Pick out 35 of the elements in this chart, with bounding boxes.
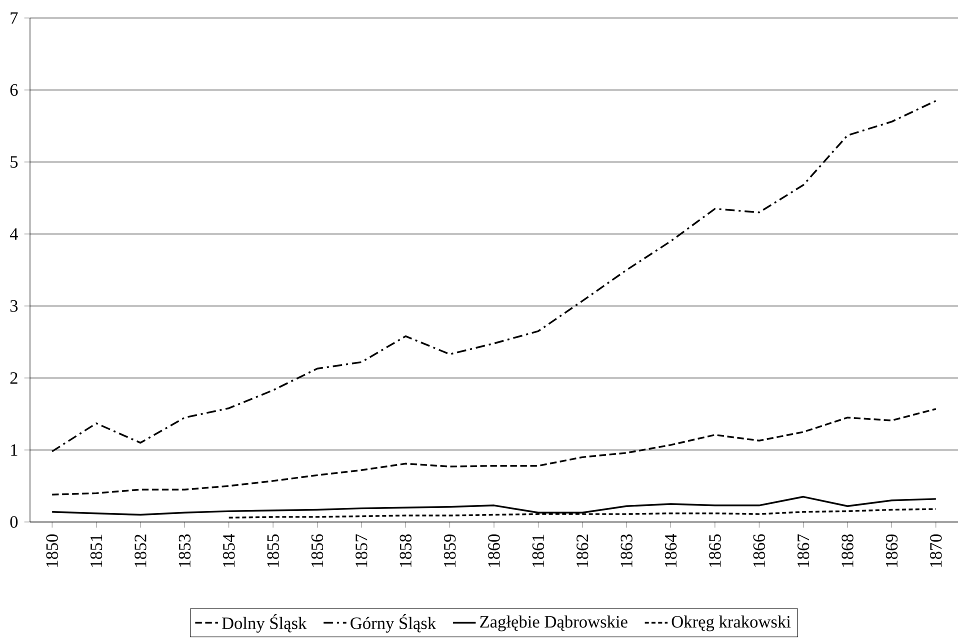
y-tick-label: 1 [11,444,18,456]
y-tick-label: 6 [10,84,18,96]
x-tick-label: 1861 [532,534,544,567]
x-tick-label: 1870 [930,534,942,567]
x-tick-label: 1863 [620,534,632,567]
x-tick-label: 1852 [134,534,146,567]
x-tick-label: 1851 [90,534,102,567]
legend-label: Zagłębie Dąbrowskie [480,615,628,632]
line-series [51,100,937,452]
x-tick-label: 1860 [488,534,500,567]
x-tick-label: 1865 [709,534,721,567]
x-tick-label: 1859 [444,534,456,567]
legend-label: Dolny Śląsk [222,614,307,633]
legend-label: Górny Śląsk [350,614,436,633]
y-tick-label: 7 [10,12,18,24]
y-tick-label: 5 [10,156,18,168]
x-tick-label: 1850 [46,534,58,567]
y-tick-label: 4 [10,228,18,240]
y-tick-label: 3 [10,300,18,312]
y-tick-label: 2 [10,372,18,384]
x-tick-label: 1866 [753,534,765,567]
x-tick-label: 1867 [797,534,810,567]
x-tick-label: 1868 [842,534,854,567]
x-tick-label: 1858 [400,534,412,567]
line-series [51,408,937,496]
legend-label: Okręg krakowski [672,615,791,632]
x-tick-label: 1855 [267,534,279,567]
x-tick-label: 1864 [664,534,677,567]
x-tick-label: 1869 [886,534,898,567]
x-tick-label: 1856 [311,534,324,567]
x-tick-label: 1857 [356,534,368,567]
y-tick-label: 0 [10,516,18,528]
x-tick-label: 1853 [178,534,191,567]
x-tick-label: 1854 [223,534,235,567]
x-tick-label: 1862 [576,534,588,567]
